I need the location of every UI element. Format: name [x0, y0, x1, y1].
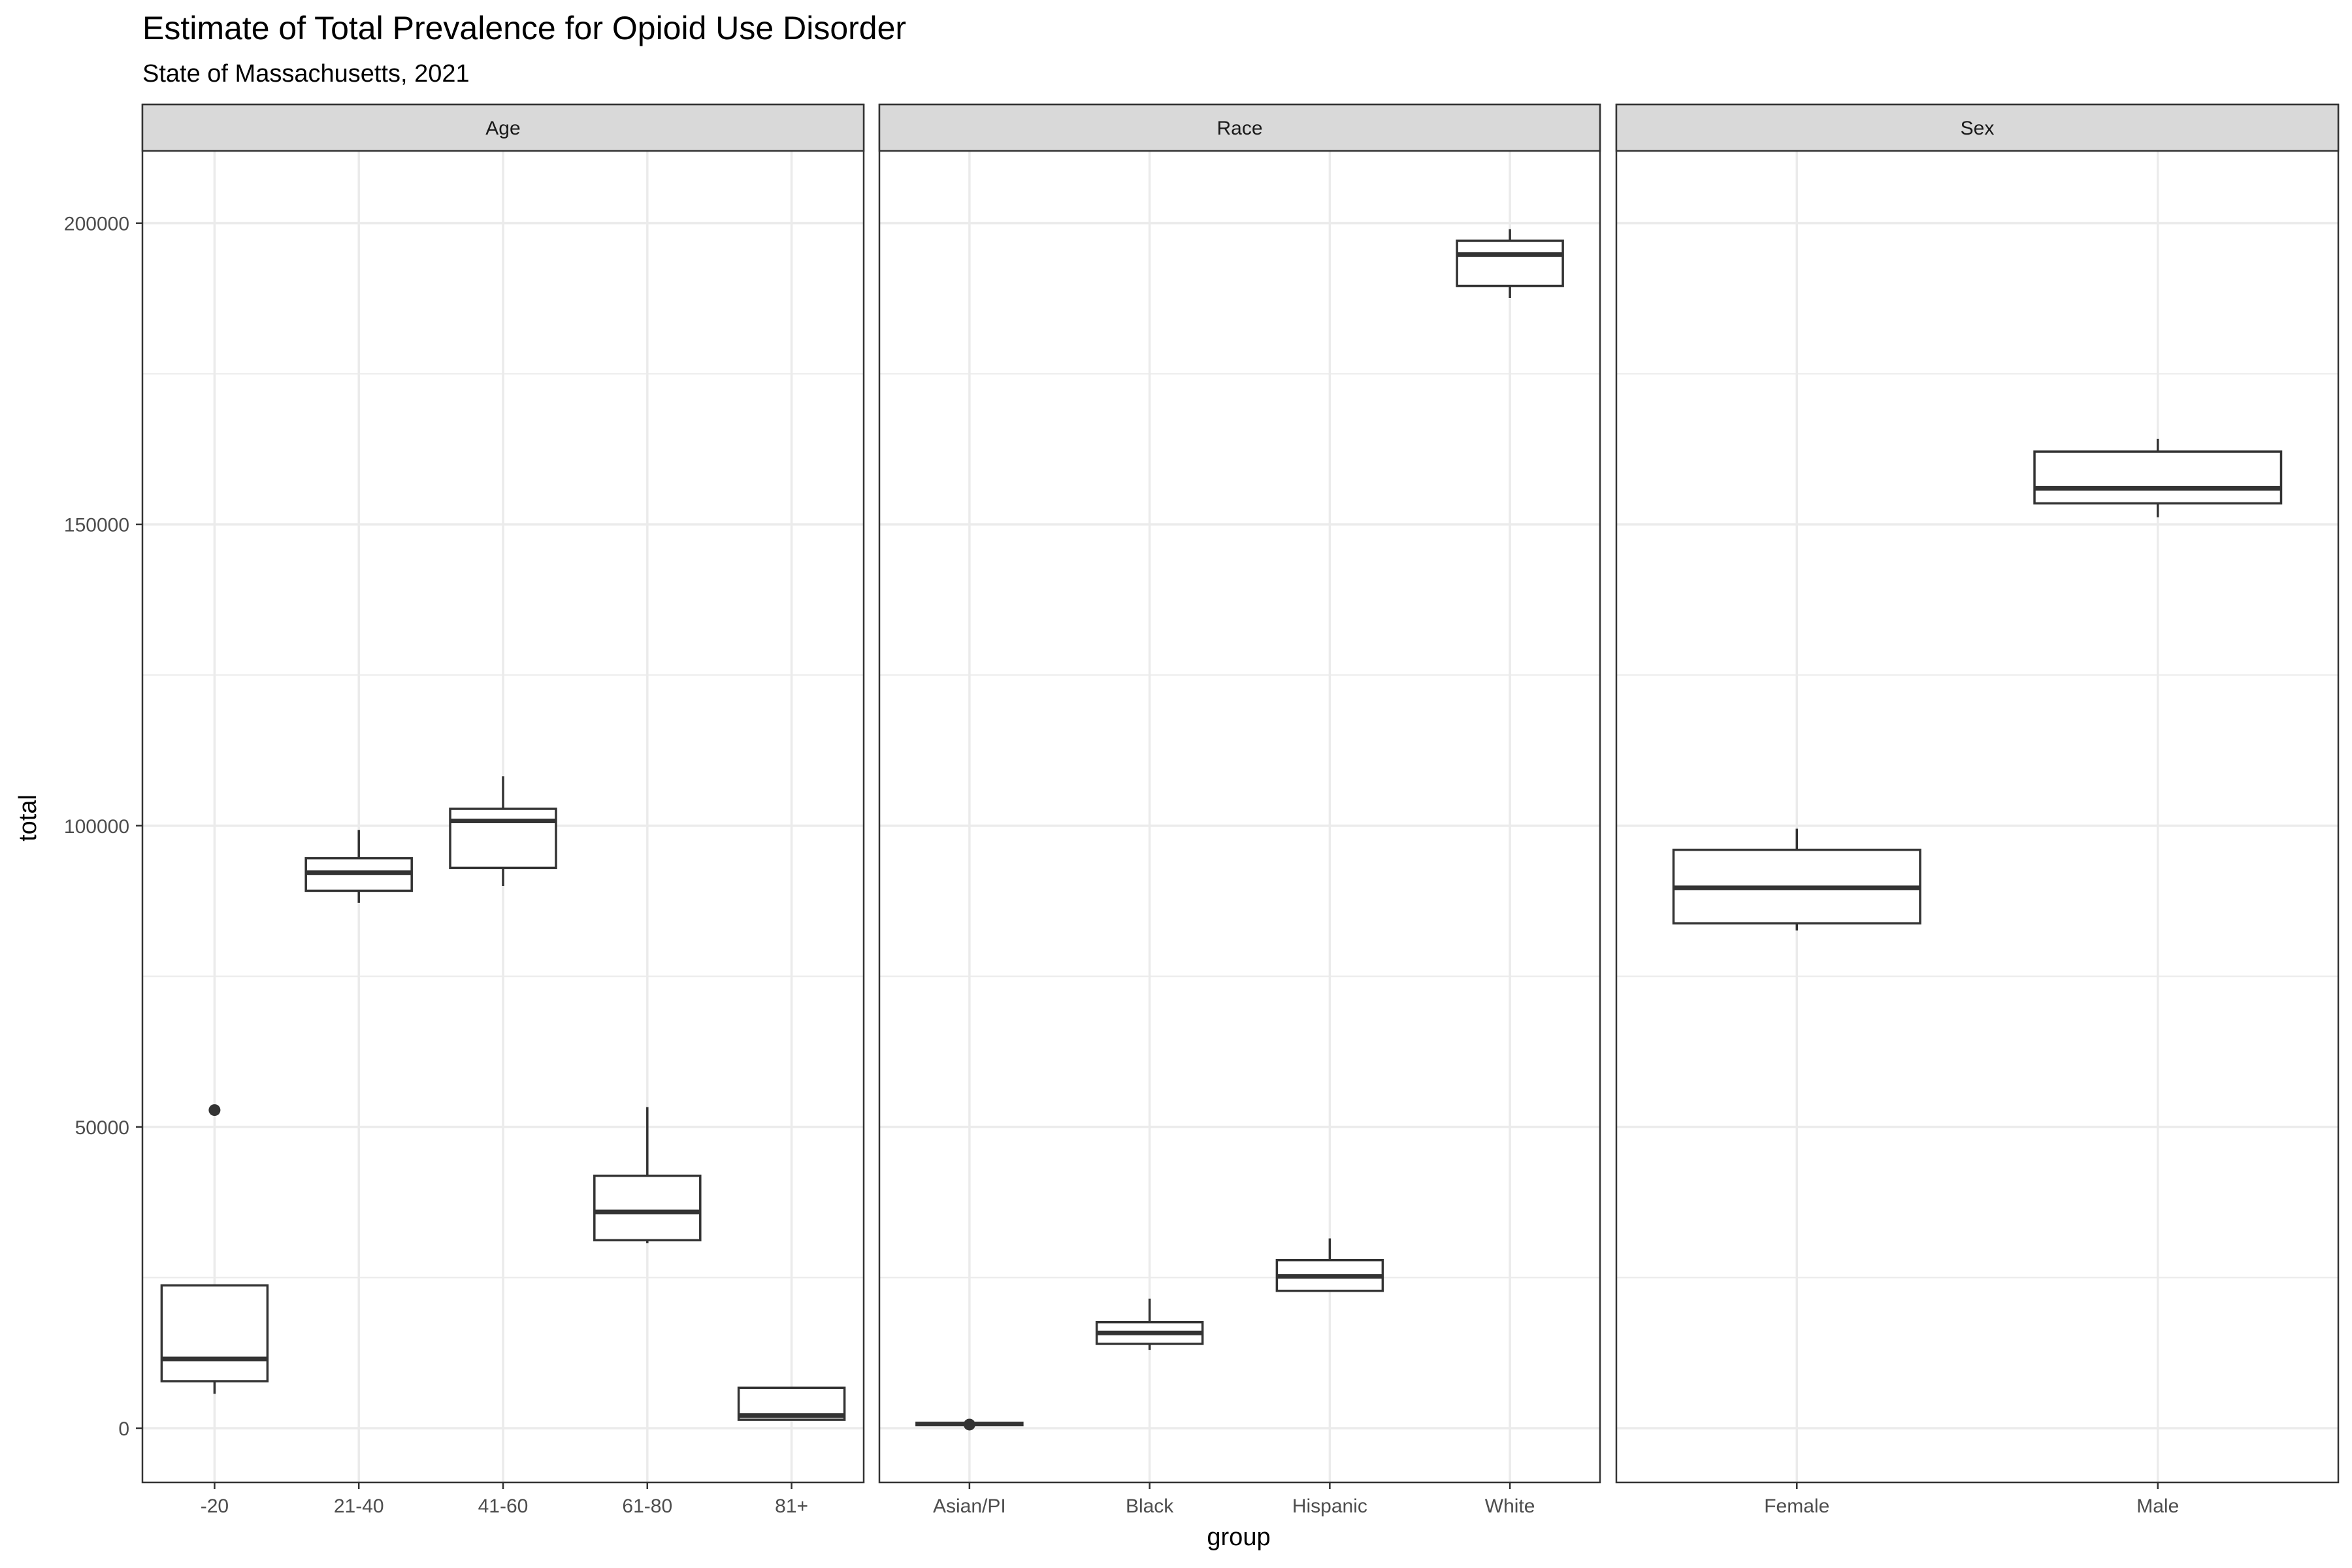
box-Male	[2033, 438, 2283, 517]
x-tick-label: 21-40	[334, 1495, 384, 1517]
box-Black	[1095, 1298, 1204, 1350]
box-61-80	[593, 1107, 702, 1243]
box-iqr	[1456, 239, 1564, 287]
box-41-60	[449, 776, 557, 887]
facet-strip-label: Race	[1217, 118, 1262, 139]
box-21-40	[304, 830, 413, 903]
box-Asian/PI	[915, 1418, 1024, 1431]
box-iqr	[2033, 450, 2283, 505]
x-tick-label: White	[1485, 1495, 1535, 1517]
y-axis: 0 50000 100000 150000 200000	[64, 214, 142, 1440]
x-tick-label: Hispanic	[1292, 1495, 1367, 1517]
box-iqr	[449, 808, 557, 870]
panel-background	[879, 151, 1600, 1482]
facet-strip-label: Sex	[1961, 118, 1995, 139]
y-tick-label: 150000	[64, 515, 129, 536]
box-iqr	[160, 1284, 269, 1382]
box-Female	[1672, 828, 1921, 931]
panel-background	[1616, 151, 2338, 1482]
outlier-point	[963, 1418, 975, 1431]
panels-layer: Age -20 21-40 41-60 61-80 81+ Race Asian/PI Blac…	[141, 103, 2340, 1517]
x-tick-label: Asian/PI	[933, 1495, 1006, 1517]
facet-panel-race: Race Asian/PI Black Hispanic White	[878, 103, 1601, 1517]
facet-panel-age: Age -20 21-40 41-60 61-80 81+	[141, 103, 865, 1517]
y-tick-label: 50000	[75, 1117, 129, 1139]
x-tick-label: -20	[201, 1495, 229, 1517]
x-tick-label: Male	[2136, 1495, 2179, 1517]
box-Hispanic	[1275, 1238, 1384, 1292]
box-iqr	[593, 1174, 702, 1242]
x-tick-label: Black	[1126, 1495, 1174, 1517]
x-tick-label: 81+	[775, 1495, 808, 1517]
facet-strip-label: Age	[485, 118, 520, 139]
y-tick-label: 100000	[64, 816, 129, 838]
x-axis-title: group	[1207, 1524, 1270, 1551]
y-tick-label: 200000	[64, 214, 129, 235]
box-White	[1456, 229, 1564, 299]
y-axis-title: total	[14, 794, 42, 841]
x-tick-label: Female	[1764, 1495, 1829, 1517]
box-81+	[737, 1386, 846, 1421]
outlier-point	[208, 1104, 221, 1117]
x-tick-label: 41-60	[478, 1495, 529, 1517]
box--20	[160, 1104, 269, 1394]
x-tick-label: 61-80	[622, 1495, 672, 1517]
facet-strip	[141, 103, 865, 152]
chart-title: Estimate of Total Prevalence for Opioid …	[142, 10, 906, 46]
facet-panel-sex: Sex Female Male	[1615, 103, 2340, 1517]
chart-subtitle: State of Massachusetts, 2021	[142, 60, 470, 88]
y-tick-label: 0	[118, 1418, 129, 1440]
facet-strip	[878, 103, 1601, 152]
facet-strip	[1615, 103, 2340, 152]
